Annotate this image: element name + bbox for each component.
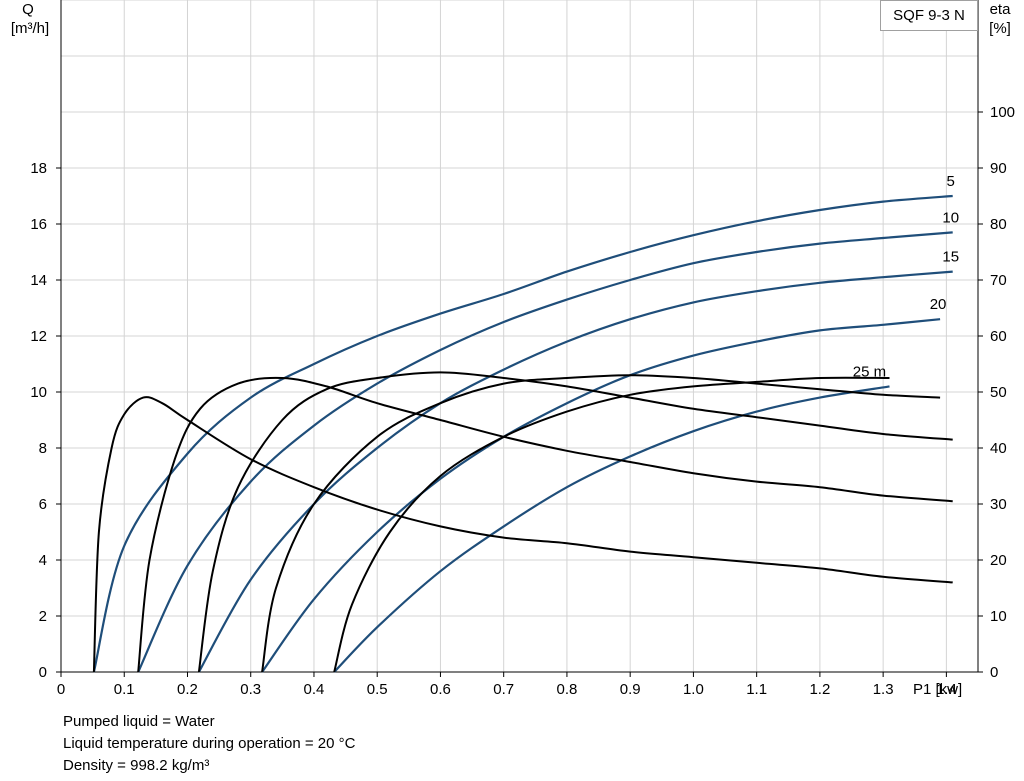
x-tick-label: 0.6 xyxy=(430,681,451,698)
x-tick-label: 1.0 xyxy=(683,681,704,698)
x-tick-label: 0.2 xyxy=(177,681,198,698)
y-left-tick-label: 0 xyxy=(39,664,47,681)
y-right-tick-label: 80 xyxy=(990,216,1007,233)
chart-title: SQF 9-3 N xyxy=(880,0,978,31)
x-tick-label: 0.4 xyxy=(304,681,325,698)
flow-curve-15 xyxy=(197,270,953,673)
efficiency-curve-4 xyxy=(261,374,941,673)
x-tick-label: 0.8 xyxy=(557,681,578,698)
flow-curves xyxy=(92,194,953,673)
x-axis-ticks: 0 0.1 0.2 0.3 0.4 0.5 0.6 0.7 0.8 0.9 1.0 1.1 1.2 1.3… xyxy=(57,672,957,698)
x-tick-label: 1.2 xyxy=(809,681,830,698)
x-axis-label: P1 [kw] xyxy=(913,681,962,698)
x-tick-label: 0 xyxy=(57,681,65,698)
efficiency-curve-3 xyxy=(197,371,953,673)
flow-curve-label: 5 xyxy=(947,173,955,190)
flow-curve-label: 25 m xyxy=(853,363,886,380)
y-left-tick-label: 2 xyxy=(39,608,47,625)
y-left-axis-label-line2: [m³/h] xyxy=(11,20,49,37)
y-right-tick-label: 60 xyxy=(990,328,1007,345)
y-right-axis-label-line2: [%] xyxy=(989,20,1011,37)
efficiency-curve-2 xyxy=(137,376,953,673)
liquid-notes: Pumped liquid = Water Liquid temperature… xyxy=(63,711,355,777)
y-left-tick-label: 14 xyxy=(30,272,47,289)
note-pumped-liquid: Pumped liquid = Water xyxy=(63,713,215,730)
flow-curve-25m xyxy=(333,385,890,673)
x-tick-label: 1.3 xyxy=(873,681,894,698)
flow-curve-10 xyxy=(137,231,953,673)
y-right-tick-label: 20 xyxy=(990,552,1007,569)
y-right-tick-label: 100 xyxy=(990,104,1015,121)
efficiency-curve-5 xyxy=(333,376,890,673)
curve-labels: 5 10 15 20 25 m xyxy=(853,173,959,380)
y-left-tick-label: 10 xyxy=(30,384,47,401)
x-tick-label: 0.7 xyxy=(493,681,514,698)
y-right-tick-label: 40 xyxy=(990,440,1007,457)
flow-curve-5 xyxy=(92,194,953,673)
y-left-tick-label: 8 xyxy=(39,440,47,457)
y-left-tick-label: 12 xyxy=(30,328,47,345)
y-right-tick-label: 90 xyxy=(990,160,1007,177)
y-left-tick-label: 18 xyxy=(30,160,47,177)
y-left-tick-label: 4 xyxy=(39,552,47,569)
efficiency-curve-1 xyxy=(92,396,953,673)
x-tick-label: 0.1 xyxy=(114,681,135,698)
x-tick-label: 0.5 xyxy=(367,681,388,698)
y-left-axis-label-line1: Q xyxy=(22,1,34,18)
flow-curve-label: 20 xyxy=(930,296,947,313)
grid-lines xyxy=(61,0,978,672)
flow-curve-20 xyxy=(261,318,941,673)
y-left-tick-label: 16 xyxy=(30,216,47,233)
x-tick-label: 1.1 xyxy=(746,681,767,698)
flow-curve-label: 15 xyxy=(942,249,959,266)
y-right-axis-label-line1: eta xyxy=(990,1,1012,18)
y-left-tick-label: 6 xyxy=(39,496,47,513)
y-right-tick-label: 50 xyxy=(990,384,1007,401)
efficiency-curves xyxy=(92,371,953,673)
y-right-tick-label: 30 xyxy=(990,496,1007,513)
y-right-tick-label: 0 xyxy=(990,664,998,681)
note-liquid-temperature: Liquid temperature during operation = 20… xyxy=(63,735,356,752)
y-right-axis-ticks: 0 10 20 30 40 50 60 70 80 90 100 xyxy=(978,104,1015,681)
y-right-tick-label: 70 xyxy=(990,272,1007,289)
x-tick-label: 1.4 xyxy=(936,681,957,698)
y-right-tick-label: 10 xyxy=(990,608,1007,625)
x-tick-label: 0.3 xyxy=(240,681,261,698)
note-density: Density = 998.2 kg/m³ xyxy=(63,757,210,774)
y-left-axis-ticks: 0 2 4 6 8 10 12 14 16 18 xyxy=(30,160,61,681)
x-tick-label: 0.9 xyxy=(620,681,641,698)
flow-curve-label: 10 xyxy=(942,209,959,226)
